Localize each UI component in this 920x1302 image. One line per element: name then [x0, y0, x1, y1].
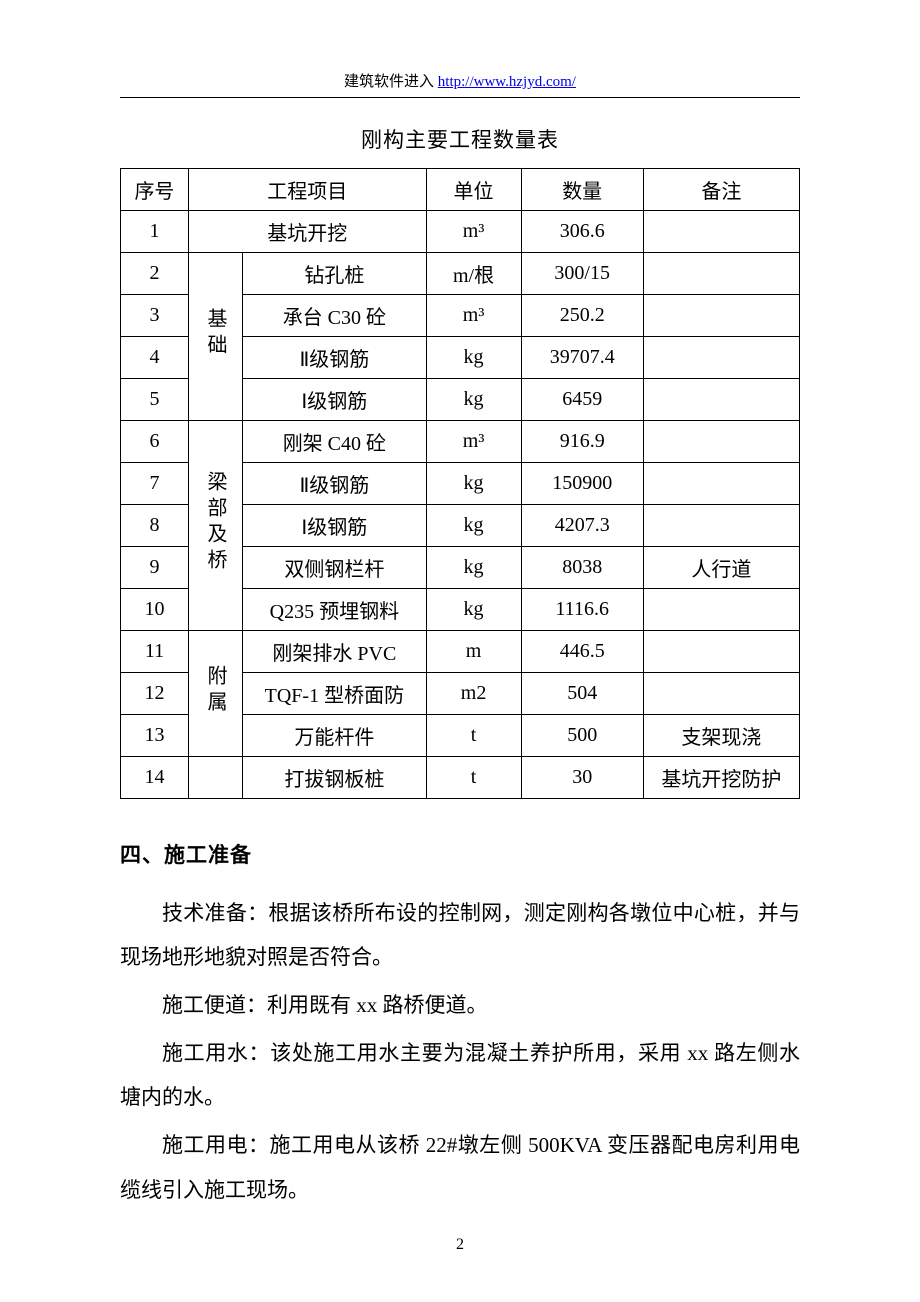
cell-note — [643, 211, 799, 253]
col-qty: 数量 — [521, 169, 643, 211]
table-row: 11 附属 刚架排水 PVC m 446.5 — [121, 631, 800, 673]
table-title: 刚构主要工程数量表 — [120, 124, 800, 154]
header-prefix: 建筑软件进入 — [344, 74, 438, 90]
cell-note — [643, 631, 799, 673]
cell-group — [188, 757, 242, 799]
cell-qty: 306.6 — [521, 211, 643, 253]
cell-item: 万能杆件 — [243, 715, 426, 757]
table-header-row: 序号 工程项目 单位 数量 备注 — [121, 169, 800, 211]
quantities-table: 序号 工程项目 单位 数量 备注 1 基坑开挖 m³ 306.6 2 基础 钻孔… — [120, 168, 800, 799]
cell-group: 梁部及桥 — [188, 421, 242, 631]
cell-qty: 30 — [521, 757, 643, 799]
cell-item: 打拔钢板桩 — [243, 757, 426, 799]
cell-unit: t — [426, 757, 521, 799]
cell-note — [643, 589, 799, 631]
cell-unit: kg — [426, 463, 521, 505]
cell-note — [643, 253, 799, 295]
paragraph: 施工便道：利用既有 xx 路桥便道。 — [120, 983, 800, 1027]
table-row: 6 梁部及桥 刚架 C40 砼 m³ 916.9 — [121, 421, 800, 463]
cell-qty: 39707.4 — [521, 337, 643, 379]
cell-unit: kg — [426, 337, 521, 379]
cell-qty: 250.2 — [521, 295, 643, 337]
col-note: 备注 — [643, 169, 799, 211]
paragraph: 技术准备：根据该桥所布设的控制网，测定刚构各墩位中心桩，并与现场地形地貌对照是否… — [120, 891, 800, 979]
cell-unit: m/根 — [426, 253, 521, 295]
cell-seq: 6 — [121, 421, 189, 463]
cell-note — [643, 379, 799, 421]
paragraph: 施工用水：该处施工用水主要为混凝土养护所用，采用 xx 路左侧水塘内的水。 — [120, 1031, 800, 1119]
cell-seq: 10 — [121, 589, 189, 631]
cell-note — [643, 673, 799, 715]
cell-item: Ⅱ级钢筋 — [243, 463, 426, 505]
cell-seq: 9 — [121, 547, 189, 589]
page-number: 2 — [0, 1236, 920, 1254]
cell-item: 刚架 C40 砼 — [243, 421, 426, 463]
cell-item: Ⅰ级钢筋 — [243, 379, 426, 421]
cell-seq: 5 — [121, 379, 189, 421]
cell-qty: 8038 — [521, 547, 643, 589]
cell-qty: 300/15 — [521, 253, 643, 295]
cell-qty: 916.9 — [521, 421, 643, 463]
cell-note: 人行道 — [643, 547, 799, 589]
table-row: 14 打拔钢板桩 t 30 基坑开挖防护 — [121, 757, 800, 799]
cell-item: 钻孔桩 — [243, 253, 426, 295]
cell-qty: 150900 — [521, 463, 643, 505]
cell-unit: m³ — [426, 295, 521, 337]
cell-seq: 1 — [121, 211, 189, 253]
paragraph: 施工用电：施工用电从该桥 22#墩左侧 500KVA 变压器配电房利用电缆线引入… — [120, 1123, 800, 1211]
cell-seq: 3 — [121, 295, 189, 337]
cell-unit: m³ — [426, 421, 521, 463]
cell-seq: 14 — [121, 757, 189, 799]
cell-qty: 446.5 — [521, 631, 643, 673]
cell-note: 基坑开挖防护 — [643, 757, 799, 799]
cell-note — [643, 421, 799, 463]
cell-unit: kg — [426, 379, 521, 421]
cell-seq: 2 — [121, 253, 189, 295]
cell-qty: 500 — [521, 715, 643, 757]
cell-qty: 504 — [521, 673, 643, 715]
cell-qty: 1116.6 — [521, 589, 643, 631]
cell-seq: 4 — [121, 337, 189, 379]
header-rule — [120, 97, 800, 98]
cell-unit: m³ — [426, 211, 521, 253]
table-row: 1 基坑开挖 m³ 306.6 — [121, 211, 800, 253]
cell-note: 支架现浇 — [643, 715, 799, 757]
cell-unit: t — [426, 715, 521, 757]
cell-group: 附属 — [188, 631, 242, 757]
cell-item: Ⅱ级钢筋 — [243, 337, 426, 379]
cell-note — [643, 337, 799, 379]
body-text: 技术准备：根据该桥所布设的控制网，测定刚构各墩位中心桩，并与现场地形地貌对照是否… — [120, 891, 800, 1212]
cell-seq: 12 — [121, 673, 189, 715]
cell-unit: kg — [426, 505, 521, 547]
cell-item: 刚架排水 PVC — [243, 631, 426, 673]
cell-unit: kg — [426, 547, 521, 589]
cell-item: 双侧钢栏杆 — [243, 547, 426, 589]
cell-unit: kg — [426, 589, 521, 631]
cell-qty: 4207.3 — [521, 505, 643, 547]
cell-item: Ⅰ级钢筋 — [243, 505, 426, 547]
page-header: 建筑软件进入 http://www.hzjyd.com/ — [120, 70, 800, 97]
cell-qty: 6459 — [521, 379, 643, 421]
col-item: 工程项目 — [188, 169, 426, 211]
col-seq: 序号 — [121, 169, 189, 211]
section-heading: 四、施工准备 — [120, 839, 800, 869]
cell-unit: m — [426, 631, 521, 673]
cell-seq: 8 — [121, 505, 189, 547]
cell-item: 基坑开挖 — [188, 211, 426, 253]
cell-item: Q235 预埋钢料 — [243, 589, 426, 631]
cell-seq: 13 — [121, 715, 189, 757]
cell-group: 基础 — [188, 253, 242, 421]
cell-note — [643, 505, 799, 547]
cell-item: 承台 C30 砼 — [243, 295, 426, 337]
cell-seq: 11 — [121, 631, 189, 673]
header-link[interactable]: http://www.hzjyd.com/ — [438, 74, 576, 90]
cell-item: TQF-1 型桥面防 — [243, 673, 426, 715]
col-unit: 单位 — [426, 169, 521, 211]
cell-unit: m2 — [426, 673, 521, 715]
cell-note — [643, 295, 799, 337]
cell-note — [643, 463, 799, 505]
cell-seq: 7 — [121, 463, 189, 505]
table-row: 2 基础 钻孔桩 m/根 300/15 — [121, 253, 800, 295]
